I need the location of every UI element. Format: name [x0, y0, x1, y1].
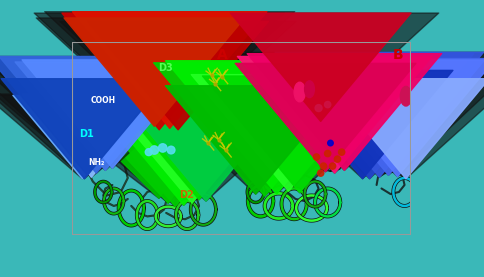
Circle shape: [145, 149, 152, 156]
Circle shape: [319, 163, 326, 169]
Text: A: A: [217, 48, 227, 62]
Text: COOH: COOH: [91, 96, 115, 105]
Text: D1: D1: [79, 129, 94, 139]
Ellipse shape: [399, 86, 411, 106]
Ellipse shape: [293, 82, 304, 102]
Circle shape: [333, 156, 340, 162]
Circle shape: [329, 163, 335, 169]
Circle shape: [317, 170, 323, 176]
Circle shape: [167, 146, 175, 154]
Circle shape: [338, 149, 344, 155]
Text: D3: D3: [158, 63, 173, 73]
Circle shape: [327, 140, 333, 146]
Ellipse shape: [304, 81, 314, 98]
Circle shape: [315, 105, 321, 112]
Circle shape: [324, 150, 330, 157]
Circle shape: [158, 144, 166, 152]
Circle shape: [313, 154, 319, 160]
Circle shape: [150, 146, 158, 154]
Text: D2: D2: [178, 190, 193, 200]
Circle shape: [324, 101, 330, 108]
Text: NH₂: NH₂: [88, 158, 104, 167]
Text: B: B: [392, 48, 403, 62]
